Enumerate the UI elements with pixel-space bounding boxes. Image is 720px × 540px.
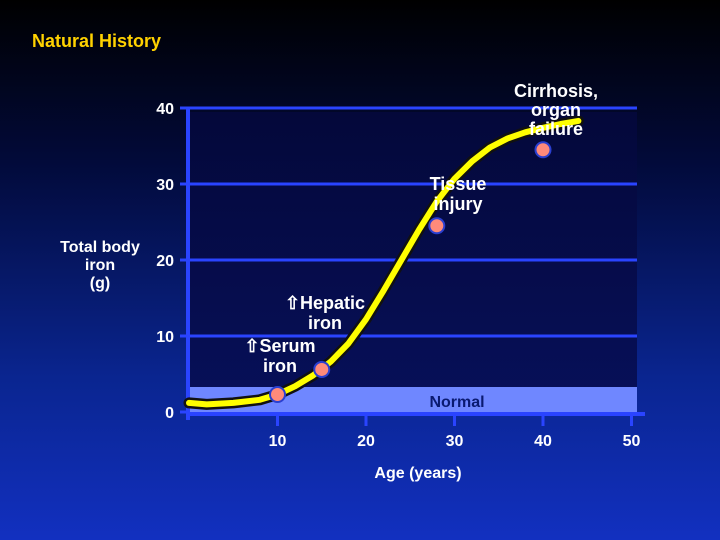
annotation-line: iron <box>263 356 297 376</box>
stage-annotations: Cirrhosis, organ failure Tissue injury ⇧Hepat… <box>244 81 598 376</box>
y-axis-label-text: Total body iron (g) <box>60 239 140 292</box>
stage-annotation: Cirrhosis, organ failure <box>514 81 598 139</box>
plot-area <box>188 112 637 412</box>
y-tick-label: 40 <box>156 101 174 118</box>
stage-marker <box>428 217 446 235</box>
annotation-line: ⇧Serum <box>244 336 315 356</box>
annotation-line: organ <box>531 100 581 120</box>
y-tick-label: 10 <box>156 329 174 346</box>
grid-lines <box>188 106 637 338</box>
y-tick-label: 0 <box>165 405 174 422</box>
x-tick-label: 40 <box>534 433 552 450</box>
x-tick-label: 10 <box>269 433 287 450</box>
iron-accumulation-curve <box>186 117 582 408</box>
tick-labels: 0 10 20 30 40 10 20 30 40 50 <box>156 101 640 450</box>
x-tick-label: 50 <box>623 433 641 450</box>
axes <box>180 106 645 426</box>
annotation-line: Tissue <box>430 174 487 194</box>
stage-annotation: ⇧Serum iron <box>244 336 315 376</box>
annotation-line: Cirrhosis, <box>514 81 598 101</box>
annotation-line: failure <box>529 119 583 139</box>
annotation-line: injury <box>433 194 482 214</box>
stage-annotation: ⇧Hepatic iron <box>285 293 365 333</box>
stage-markers <box>269 141 552 404</box>
x-axis-label: Age (years) <box>374 465 461 482</box>
y-axis-label-line: (g) <box>90 275 110 292</box>
stage-annotation: Tissue injury <box>430 174 487 214</box>
y-tick-label: 30 <box>156 177 174 194</box>
y-axis-label: Total body iron (g) <box>60 239 140 292</box>
normal-band-label: Normal <box>429 394 484 411</box>
annotation-line: ⇧Hepatic <box>285 293 365 313</box>
y-tick-label: 20 <box>156 253 174 270</box>
stage-marker <box>313 360 331 378</box>
annotation-line: iron <box>308 313 342 333</box>
x-tick-label: 20 <box>357 433 375 450</box>
y-axis-label-line: Total body <box>60 239 140 256</box>
x-tick-label: 30 <box>446 433 464 450</box>
stage-marker <box>534 141 552 159</box>
y-axis-label-line: iron <box>85 257 115 274</box>
slide-title: Natural History <box>32 31 162 51</box>
stage-marker <box>269 386 286 404</box>
